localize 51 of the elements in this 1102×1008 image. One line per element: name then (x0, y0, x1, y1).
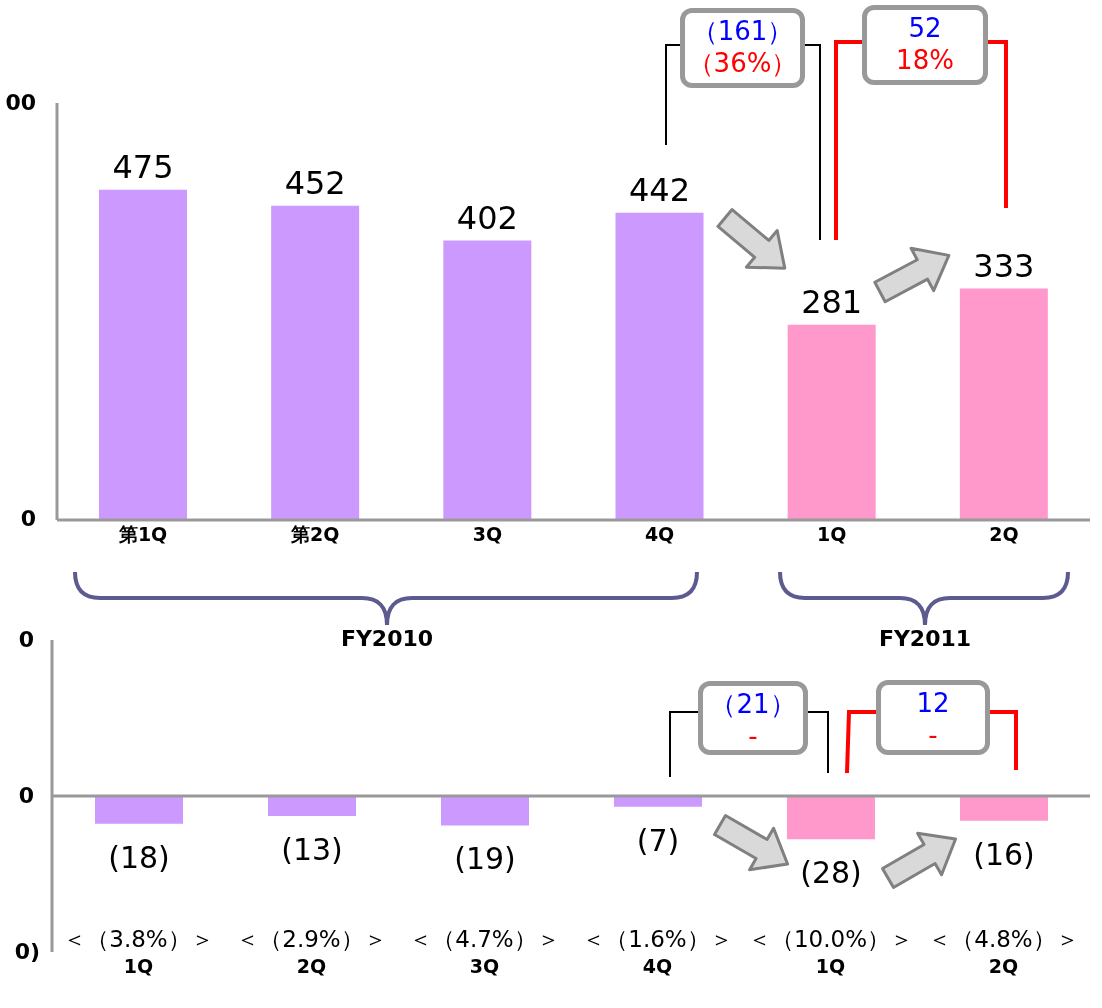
x-tick-label: 1Q (817, 523, 847, 546)
text: ＜（10.0%）＞ (746, 925, 915, 954)
bar (959, 288, 1048, 520)
data-label: (19) (454, 841, 516, 877)
text: - (747, 720, 759, 752)
x-tick-label: 3Q (469, 955, 500, 978)
data-label: (13) (281, 832, 343, 868)
x-tick-label: 第2Q (290, 523, 340, 546)
bar (443, 240, 532, 520)
text: （36%） (686, 47, 799, 79)
text: - (927, 719, 939, 751)
x-tick-label: 第1Q (117, 523, 168, 546)
text: ＜（4.7%）＞ (408, 925, 561, 954)
data-label: 281 (801, 282, 863, 321)
x-tick-label: 1Q (815, 955, 846, 978)
text: ＜（3.8%）＞ (62, 925, 215, 954)
x-tick-label: 2Q (296, 955, 327, 978)
text: 18% (895, 44, 955, 76)
x-tick-label: 4Q (644, 523, 675, 546)
text: 0 (18, 783, 34, 808)
x-tick-label: 1Q (123, 955, 154, 978)
text: 0 (20, 506, 36, 531)
data-label: 333 (973, 246, 1035, 285)
text: FY2011 (877, 626, 973, 651)
data-label: 402 (456, 198, 518, 237)
text: （161） (690, 15, 795, 47)
x-tick-label: 4Q (642, 955, 673, 978)
x-tick-label: 2Q (989, 523, 1019, 546)
bar (787, 324, 876, 520)
text: 0) (14, 939, 40, 964)
bar (99, 189, 187, 520)
data-label: (28) (800, 855, 862, 891)
data-label: 452 (284, 163, 346, 202)
bar (615, 212, 704, 520)
data-label: 442 (628, 170, 691, 209)
text: FY2010 (339, 626, 435, 651)
bar (271, 205, 360, 520)
data-label: (7) (636, 822, 680, 858)
text: 00 (5, 90, 36, 115)
text: （21） (709, 688, 797, 720)
data-label: 475 (112, 147, 174, 186)
text: ＜（4.8%）＞ (928, 926, 1079, 952)
data-label: (18) (108, 839, 170, 875)
x-tick-label: 3Q (472, 523, 503, 546)
text: 0 (18, 627, 34, 652)
x-tick-label: 2Q (988, 955, 1019, 978)
text: 52 (907, 12, 943, 44)
text: 12 (915, 687, 951, 719)
data-label: (16) (973, 836, 1035, 872)
text: ＜（2.9%）＞ (235, 925, 388, 954)
text: ＜（1.6%）＞ (582, 926, 733, 952)
